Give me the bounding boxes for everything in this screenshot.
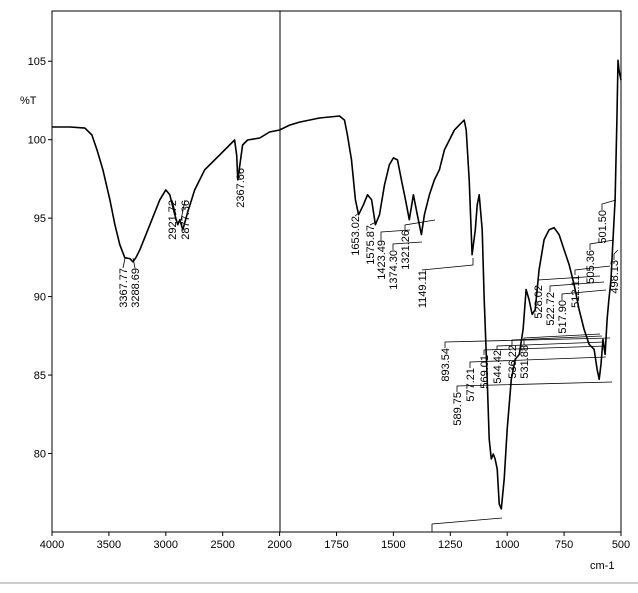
- x-tick-label: 2500: [210, 539, 234, 551]
- peak-label: 1423.49: [376, 240, 388, 280]
- peak-label: 522.72: [545, 292, 557, 326]
- leader-lines: [122, 199, 619, 532]
- peak-label: 501.50: [597, 210, 609, 244]
- peak-label: 1149.11: [417, 270, 429, 308]
- y-tick-label: 100: [28, 135, 46, 147]
- x-tick-label: 3000: [154, 539, 178, 551]
- y-tick-label: 90: [34, 292, 46, 304]
- peak-label: 1321.26: [400, 230, 412, 270]
- y-axis-label: %T: [20, 95, 37, 107]
- spectrum-line: [52, 59, 622, 510]
- x-tick-label: 1250: [438, 539, 462, 551]
- peak-label: 544.42: [492, 350, 504, 384]
- peak-label: 2921.72: [167, 200, 179, 240]
- peak-label: 2367.66: [235, 168, 247, 208]
- peak-label: 505.36: [585, 250, 597, 284]
- peak-label: 569.01: [479, 355, 491, 389]
- y-tick-label: 80: [34, 449, 46, 461]
- peak-label: 1653.02: [350, 216, 362, 256]
- x-axis-label: cm-1: [590, 560, 614, 572]
- peak-label: 893.54: [440, 348, 452, 382]
- peak-label: 517.90: [557, 300, 569, 334]
- peak-label: 3288.69: [130, 268, 142, 308]
- y-tick-label: 95: [34, 213, 46, 225]
- peak-label: 1575.87: [365, 225, 377, 265]
- x-tick-label: 500: [612, 539, 630, 551]
- x-tick-label: 1500: [381, 539, 405, 551]
- peak-label: 498.13: [609, 260, 621, 294]
- x-tick-label: 2000: [267, 539, 291, 551]
- y-tick-label: 85: [34, 370, 46, 382]
- x-tick-label: 1750: [324, 539, 348, 551]
- peak-label: 577.21: [465, 368, 477, 402]
- peak-label: 536.22: [507, 345, 519, 379]
- peak-label: 2877.36: [180, 200, 192, 240]
- peak-label: 528.02: [533, 285, 545, 319]
- peak-label: 512.11: [570, 275, 582, 308]
- peak-label: 589.75: [452, 392, 464, 426]
- y-tick-label: 105: [28, 56, 46, 68]
- peak-label: 3367.77: [118, 268, 130, 308]
- x-tick-label: 750: [555, 539, 573, 551]
- x-tick-label: 1000: [495, 539, 519, 551]
- peak-label: 1374.30: [388, 250, 400, 290]
- x-tick-label: 4000: [40, 539, 64, 551]
- x-tick-label: 3500: [97, 539, 121, 551]
- peak-label: 531.88: [519, 345, 531, 379]
